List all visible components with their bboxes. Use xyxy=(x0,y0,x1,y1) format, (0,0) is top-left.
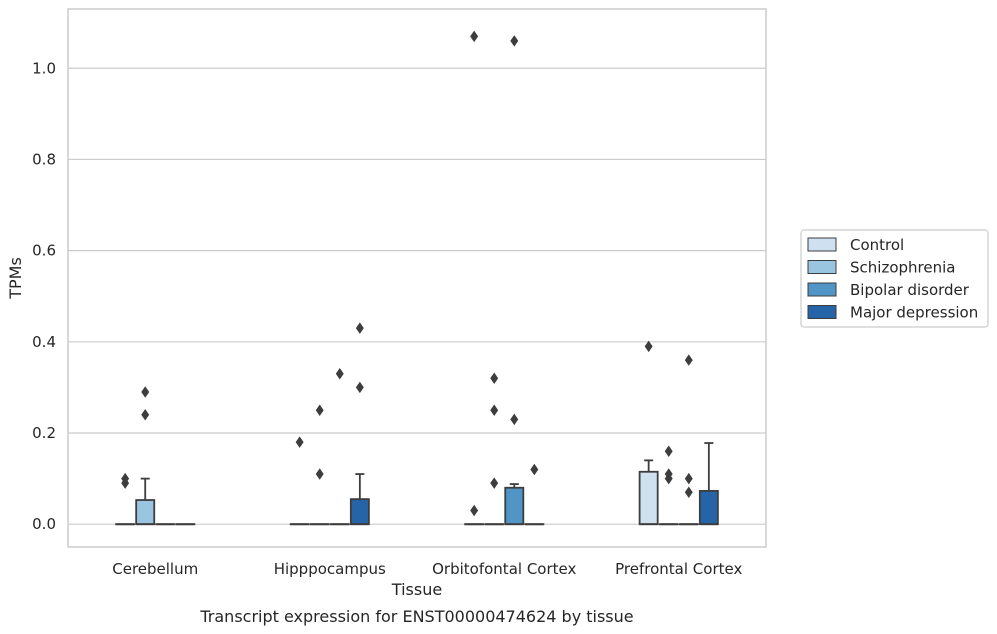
outlier-point xyxy=(684,486,693,499)
y-axis-label: TPMs xyxy=(6,257,25,300)
outlier-point xyxy=(530,463,539,476)
outlier-point xyxy=(644,340,653,353)
x-tick-label: Orbitofontal Cortex xyxy=(432,560,576,578)
legend-swatch xyxy=(807,260,837,274)
outlier-point xyxy=(664,445,673,457)
y-tick-label: 0.8 xyxy=(32,150,56,168)
legend-swatch xyxy=(807,305,837,319)
legend-swatch xyxy=(807,282,837,297)
outlier-point xyxy=(315,468,324,480)
box-schizophrenia xyxy=(135,499,156,526)
y-tick-label: 0.4 xyxy=(32,333,56,351)
x-tick-label: Prefrontal Cortex xyxy=(615,560,742,578)
outlier-point xyxy=(490,477,499,489)
outlier-point xyxy=(355,322,364,334)
legend-entry-label: Schizophrenia xyxy=(850,259,955,277)
box-major-depression xyxy=(698,490,719,526)
outlier-point xyxy=(315,404,324,416)
legend-frame xyxy=(800,229,989,328)
y-tick-label: 0.6 xyxy=(32,242,56,260)
x-axis-label: Tissue xyxy=(391,580,442,599)
y-tick-label: 0.0 xyxy=(32,515,56,533)
outlier-point xyxy=(335,368,344,380)
outlier-point xyxy=(141,386,150,398)
legend-entry-label: Control xyxy=(850,236,904,254)
outlier-point xyxy=(295,436,304,448)
outlier-point xyxy=(355,381,364,394)
x-tick-label: Hipppocampus xyxy=(274,560,386,578)
outlier-point xyxy=(684,354,693,366)
plot-area: 0.0 0.2 0.4 0.6 0.8 1.0 Cerebellum Hipppocampus… xyxy=(32,8,767,578)
box-major-depression xyxy=(349,498,370,526)
outlier-point xyxy=(470,30,479,43)
outlier-point xyxy=(141,409,150,421)
outlier-point xyxy=(490,404,499,416)
outlier-point xyxy=(510,35,519,47)
outlier-point xyxy=(664,468,673,480)
legend-entry-label: Major depression xyxy=(850,304,978,322)
plot-frame xyxy=(67,8,767,548)
y-tick-label: 1.0 xyxy=(32,59,56,77)
x-tick-label: Cerebellum xyxy=(112,560,198,578)
legend-swatch xyxy=(807,237,837,252)
outlier-point xyxy=(470,504,479,517)
y-tick-label: 0.2 xyxy=(32,424,56,442)
outlier-point xyxy=(121,472,130,485)
box-bipolar-disorder xyxy=(504,486,525,526)
chart-caption: Transcript expression for ENST0000047462… xyxy=(199,607,633,626)
outlier-point xyxy=(684,472,693,485)
box-control xyxy=(638,470,659,526)
outlier-point xyxy=(510,413,519,426)
legend-entry-label: Bipolar disorder xyxy=(850,281,970,299)
outlier-point xyxy=(490,372,499,385)
legend: Control Schizophrenia Bipolar disorder Majo… xyxy=(800,229,989,328)
